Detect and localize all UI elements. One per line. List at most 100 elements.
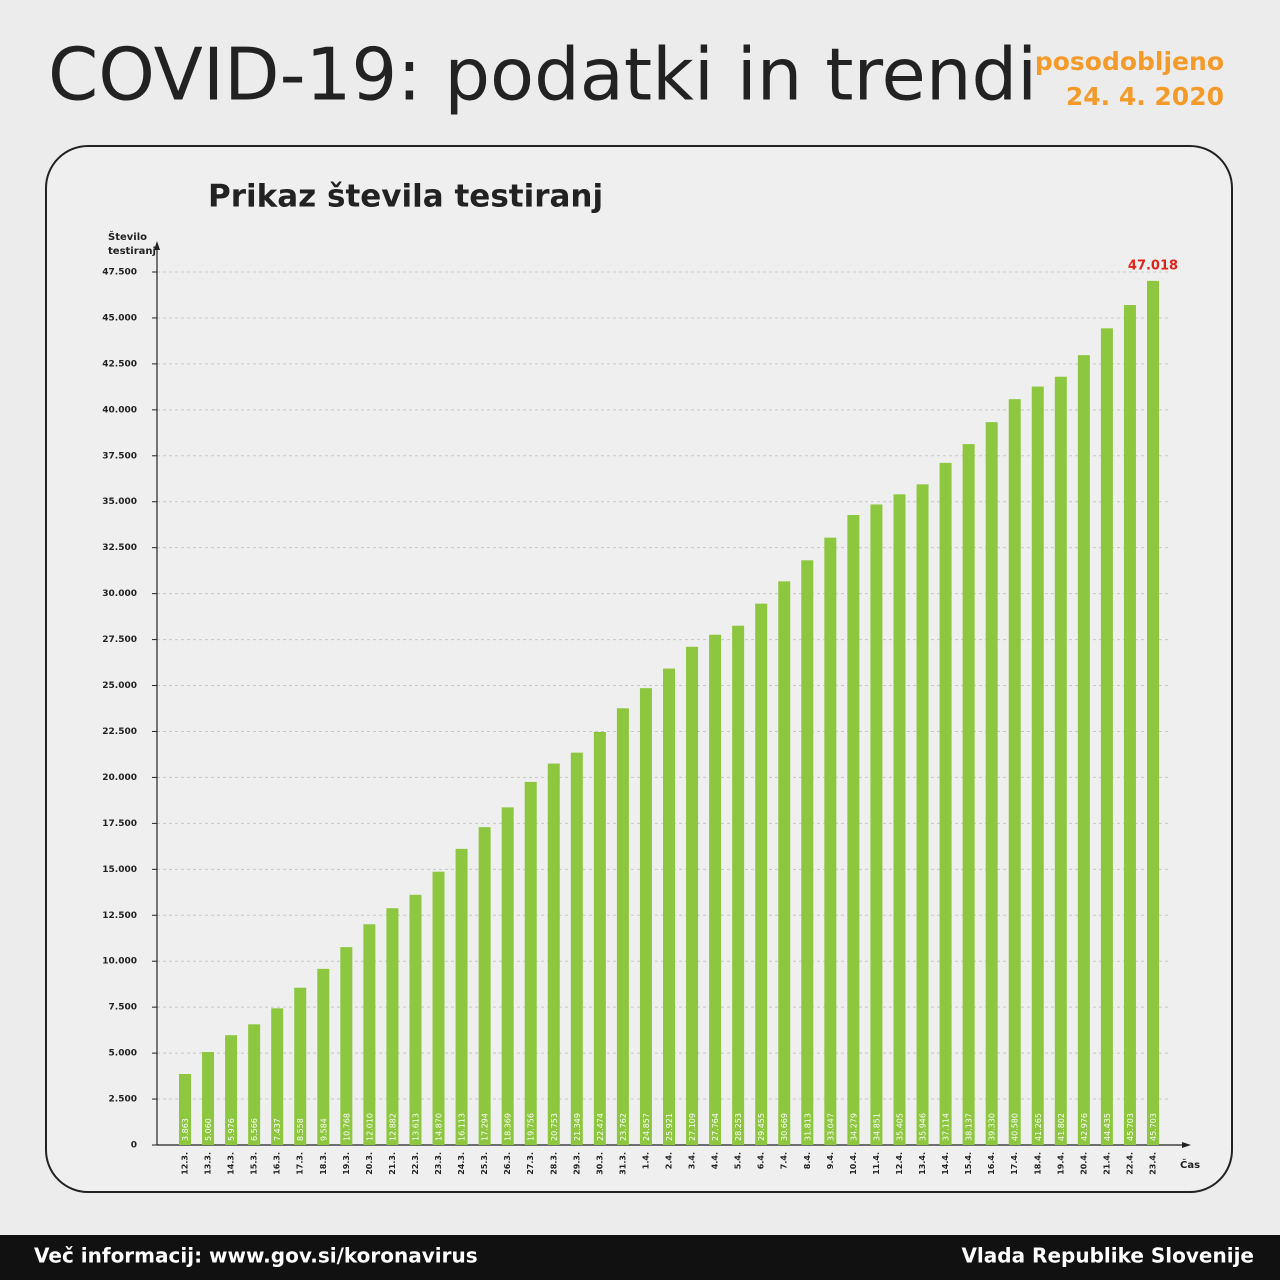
y-tick-label: 17.500 [102,819,137,829]
value-label: 7.437 [273,1118,282,1141]
bar [1054,376,1067,1145]
x-tick-label: 26.3. [503,1152,512,1175]
value-label: 27.764 [711,1113,720,1141]
y-tick-label: 30.000 [102,589,137,599]
bar [478,827,491,1145]
bar [939,462,952,1145]
y-axis-arrow [154,241,160,250]
value-label: 9.584 [319,1118,328,1141]
chart-frame [45,145,1233,1193]
value-label: 8.558 [296,1118,305,1141]
value-label: 35.405 [895,1113,904,1141]
bar [202,1052,215,1145]
bar [1008,399,1021,1145]
x-axis-arrow [1182,1142,1191,1148]
x-tick-label: 21.3. [388,1152,397,1175]
value-label: 35.946 [919,1113,928,1141]
bar [962,444,975,1145]
x-tick-label: 8.4. [803,1152,812,1169]
updated-label: posodobljeno [1035,47,1224,76]
bar [847,514,860,1145]
value-label: 34.851 [872,1113,881,1141]
x-tick-label: 28.3. [549,1152,558,1175]
value-label: 40.580 [1011,1113,1020,1141]
x-tick-label: 15.3. [250,1152,259,1175]
value-label: 21.349 [573,1113,582,1141]
x-tick-label: 29.3. [572,1152,581,1175]
value-label: 31.813 [803,1113,812,1141]
bar [755,603,768,1145]
bar [363,924,376,1145]
y-tick-label: 35.000 [102,497,137,507]
footer-bar [0,1235,1280,1280]
y-tick-label: 2.500 [109,1095,137,1105]
y-tick-label: 5.000 [109,1049,137,1059]
x-tick-label: 11.4. [872,1152,881,1175]
plot: 0 2.500 5.000 7.500 10.000 12.500 15.000 17.500… [102,241,1191,1175]
bar [501,807,514,1145]
value-label: 18.369 [504,1113,513,1141]
y-tick-label: 27.500 [102,635,137,645]
bar [524,781,537,1145]
y-axis-label: testiranj [108,246,156,257]
value-label: 16.113 [458,1113,467,1141]
bar [709,634,722,1145]
bar [570,752,583,1145]
bar [732,625,745,1145]
value-label: 14.870 [435,1113,444,1141]
value-label: 10.768 [342,1113,351,1141]
bar [1100,328,1113,1145]
bar [593,731,606,1145]
y-tick-label: 7.500 [109,1003,137,1013]
value-label: 27.109 [688,1113,697,1141]
x-tick-label: 30.3. [595,1152,604,1175]
x-tick-label: 19.4. [1056,1152,1065,1175]
bar [639,688,652,1145]
bar [985,422,998,1145]
value-label: 5.976 [227,1118,236,1141]
x-tick-label: 17.4. [1010,1152,1019,1175]
bar [870,504,883,1145]
y-tick-label: 42.500 [102,359,137,369]
y-tick-label: 32.500 [102,543,137,553]
value-label: 37.114 [942,1113,951,1141]
x-tick-label: 9.4. [826,1152,835,1169]
footer-credit: Vlada Republike Slovenije [961,1244,1254,1268]
bar [317,968,330,1145]
value-label: 20.753 [550,1113,559,1141]
value-label: 3.863 [181,1118,190,1141]
x-tick-label: 3.4. [688,1152,697,1169]
value-label: 6.566 [250,1118,259,1141]
x-tick-label: 1.4. [641,1152,650,1169]
updated-date: 24. 4. 2020 [1066,82,1224,111]
bar [663,668,675,1145]
bar [824,537,837,1145]
value-label: 12.010 [365,1113,374,1141]
value-label: 22.474 [596,1113,605,1141]
bar [432,871,445,1145]
y-tick-label: 20.000 [102,773,137,783]
x-tick-label: 12.3. [181,1152,190,1175]
x-tick-label: 23.4. [1149,1152,1158,1175]
x-tick-label: 24.3. [457,1152,466,1175]
x-tick-label: 17.3. [296,1152,305,1175]
value-label: 42.976 [1080,1113,1089,1141]
bar [801,560,814,1145]
y-tick-label: 45.000 [102,313,137,323]
value-label: 33.047 [826,1113,835,1141]
x-tick-label: 20.4. [1079,1152,1088,1175]
value-label: 39.330 [988,1113,997,1141]
x-tick-label: 25.3. [480,1152,489,1175]
y-tick-label: 15.000 [102,865,137,875]
x-tick-label: 22.4. [1125,1152,1134,1175]
page-title: COVID-19: podatki in trendi [48,33,1037,117]
value-label: 41.802 [1057,1113,1066,1141]
chart-title: Prikaz števila testiranj [208,179,603,215]
bar [455,848,468,1145]
footer-link: Več informacij: www.gov.si/koronavirus [34,1244,478,1268]
x-tick-label: 31.3. [618,1152,627,1175]
x-tick-label: 6.4. [757,1152,766,1169]
bar [616,708,629,1145]
value-label: 28.253 [734,1113,743,1141]
